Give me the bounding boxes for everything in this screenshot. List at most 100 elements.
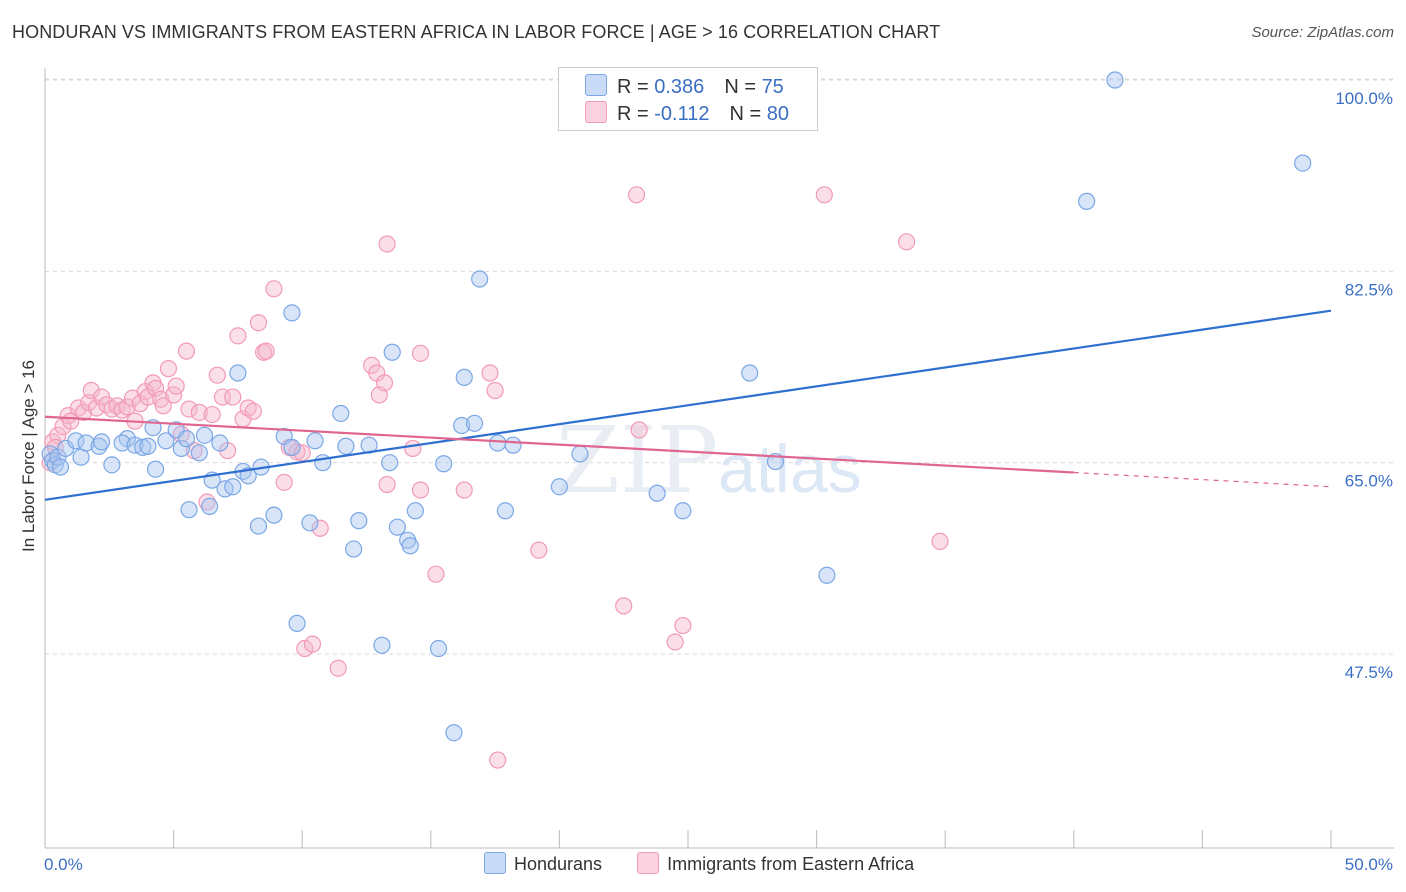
x-tick-label-max: 50.0%	[1345, 855, 1393, 874]
point-immigrant	[293, 444, 311, 462]
point-honduran	[172, 439, 190, 458]
point-immigrant	[375, 374, 394, 392]
axes: 47.5% 65.0% 82.5% 100.0% 0.0% 50.0%	[44, 68, 1394, 874]
point-honduran	[113, 434, 131, 452]
point-honduran	[388, 518, 406, 536]
point-honduran	[224, 478, 242, 496]
point-immigrant	[427, 565, 445, 583]
point-honduran	[496, 502, 514, 520]
point-honduran	[134, 438, 152, 456]
point-immigrant	[615, 597, 633, 615]
point-honduran	[571, 445, 589, 463]
point-immigrant	[411, 344, 430, 362]
legend-label-immigrants: Immigrants from Eastern Africa	[667, 854, 915, 874]
point-honduran	[465, 414, 484, 432]
trend-line-immigrants-extension	[1073, 471, 1332, 488]
point-honduran	[674, 502, 692, 520]
point-immigrant	[530, 541, 548, 559]
point-honduran	[211, 434, 229, 452]
point-honduran	[283, 438, 301, 456]
point-honduran	[453, 416, 471, 435]
point-immigrant	[931, 532, 949, 550]
point-honduran	[201, 497, 219, 515]
point-immigrant	[82, 381, 100, 400]
legend-r-label: R =	[617, 76, 655, 98]
point-honduran	[157, 432, 175, 450]
point-honduran	[190, 444, 208, 462]
point-immigrant	[203, 405, 221, 424]
point-honduran	[177, 430, 196, 448]
series-legend: Hondurans Immigrants from Eastern Africa	[484, 852, 944, 875]
point-honduran	[383, 343, 401, 361]
legend-item-immigrants[interactable]: Immigrants from Eastern Africa	[637, 852, 914, 875]
point-honduran	[401, 537, 419, 555]
point-immigrant	[486, 381, 504, 400]
series-immigrants-points	[41, 186, 949, 769]
point-honduran	[288, 614, 306, 632]
point-immigrant	[74, 403, 93, 421]
point-honduran	[406, 502, 424, 520]
point-honduran	[146, 460, 165, 478]
trend-lines	[44, 309, 1332, 501]
point-honduran	[818, 566, 836, 584]
legend-n-value: 75	[761, 76, 784, 98]
point-immigrant	[378, 475, 396, 494]
point-honduran	[306, 432, 324, 450]
point-immigrant	[411, 481, 430, 499]
legend-n-label: N =	[724, 76, 762, 98]
point-immigrant	[239, 399, 257, 417]
legend-row-immigrants: R = -0.112 N = 80	[585, 101, 789, 127]
legend-swatch-immigrants	[637, 852, 660, 874]
point-honduran	[504, 436, 522, 454]
point-immigrant	[244, 402, 262, 420]
point-honduran	[550, 478, 569, 496]
watermark: ZIP atlas	[556, 407, 862, 514]
point-honduran	[229, 364, 247, 382]
y-tick-label: 65.0%	[1345, 472, 1393, 491]
point-immigrant	[177, 342, 196, 360]
point-honduran	[67, 432, 85, 450]
point-immigrant	[311, 519, 329, 537]
point-honduran	[373, 636, 391, 654]
series-hondurans-points	[41, 71, 1312, 742]
point-honduran	[471, 270, 489, 288]
point-immigrant	[275, 473, 293, 491]
chart-title: HONDURAN VS IMMIGRANTS FROM EASTERN AFRI…	[12, 22, 941, 42]
point-honduran	[283, 304, 301, 322]
grid-lines	[45, 78, 1394, 655]
watermark-atlas: atlas	[718, 431, 862, 507]
point-honduran	[1106, 71, 1124, 89]
watermark-zip: ZIP	[556, 407, 718, 514]
point-honduran	[103, 456, 121, 474]
point-immigrant	[118, 398, 136, 416]
point-honduran	[332, 404, 350, 423]
point-honduran	[139, 437, 157, 455]
y-tick-label: 100.0%	[1335, 89, 1393, 108]
x-tick-label-min: 0.0%	[44, 855, 83, 874]
legend-item-hondurans[interactable]: Hondurans	[484, 852, 602, 875]
point-honduran	[429, 639, 448, 658]
point-immigrant	[208, 366, 226, 384]
legend-n-value: 80	[766, 103, 789, 125]
point-immigrant	[815, 186, 833, 204]
y-tick-label: 47.5%	[1345, 663, 1393, 682]
point-honduran	[435, 455, 453, 473]
legend-r-value: 0.386	[654, 76, 705, 98]
point-honduran	[92, 433, 111, 451]
point-immigrant	[167, 377, 185, 395]
point-immigrant	[630, 421, 648, 439]
point-immigrant	[159, 360, 178, 378]
point-honduran	[249, 517, 268, 535]
point-honduran	[345, 540, 363, 558]
point-immigrant	[265, 280, 283, 298]
point-immigrant	[249, 314, 268, 332]
point-immigrant	[489, 751, 507, 769]
legend-swatch-hondurans	[484, 852, 506, 874]
point-honduran	[489, 434, 507, 452]
point-honduran	[72, 448, 90, 466]
legend-swatch-pink	[585, 101, 607, 123]
point-immigrant	[257, 342, 275, 360]
point-immigrant	[229, 327, 247, 345]
point-immigrant	[113, 401, 131, 419]
point-honduran	[381, 454, 399, 472]
